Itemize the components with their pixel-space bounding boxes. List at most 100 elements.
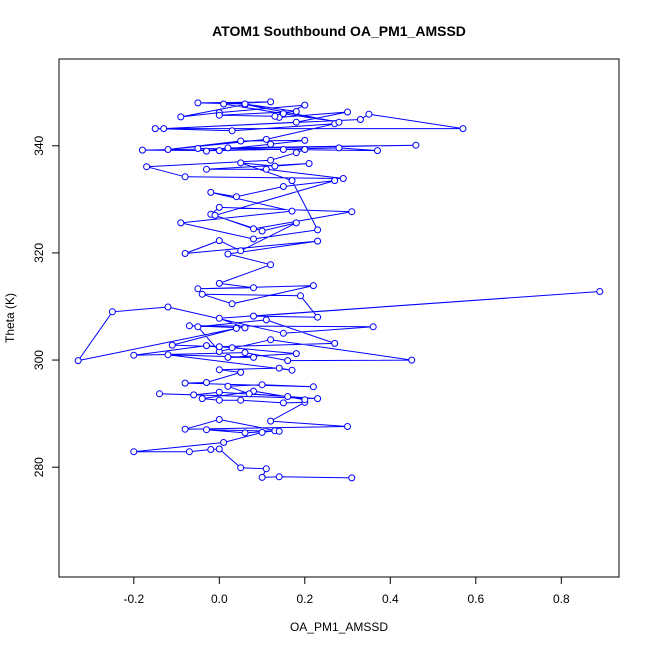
data-point: [237, 464, 245, 472]
data-point: [190, 391, 198, 399]
data-point: [232, 324, 240, 332]
data-point: [228, 127, 236, 135]
data-point: [292, 149, 300, 157]
data-point: [288, 207, 296, 215]
y-axis-label: Theta (K): [3, 293, 17, 343]
data-point: [301, 146, 309, 153]
data-point: [181, 173, 189, 181]
data-point: [314, 395, 322, 403]
y-tick-label: 300: [32, 350, 46, 370]
data-point: [181, 425, 189, 433]
chart-title: ATOM1 Southbound OA_PM1_AMSSD: [212, 23, 466, 39]
y-tick-label: 320: [32, 243, 46, 263]
x-tick-label: 0.8: [553, 592, 570, 606]
data-point: [369, 323, 377, 331]
data-point: [108, 308, 116, 316]
data-point: [262, 465, 270, 473]
data-point: [250, 312, 257, 320]
data-point: [203, 426, 210, 434]
data-point: [156, 390, 163, 398]
data-point: [250, 284, 257, 292]
data-point: [215, 416, 223, 423]
data-point: [331, 177, 339, 185]
data-point: [459, 125, 467, 133]
data-point: [198, 290, 206, 298]
plot-frame: [58, 58, 620, 578]
data-point: [220, 100, 228, 108]
data-point: [215, 111, 223, 119]
data-point: [262, 165, 270, 173]
data-point: [245, 390, 253, 398]
data-point: [250, 235, 257, 243]
data-point: [408, 356, 416, 364]
data-point: [267, 156, 275, 164]
data-point: [250, 353, 257, 361]
data-point: [241, 349, 249, 357]
data-point: [267, 140, 275, 148]
data-point: [365, 110, 373, 118]
data-point: [215, 396, 223, 404]
data-point: [344, 108, 351, 116]
data-point: [215, 388, 223, 396]
data-point: [194, 285, 202, 293]
data-point: [301, 136, 309, 144]
data-point: [267, 336, 275, 344]
x-tick-label: 0.6: [467, 592, 484, 606]
data-point: [279, 183, 287, 190]
data-point: [215, 279, 223, 287]
data-point: [374, 147, 381, 155]
data-point: [224, 250, 232, 258]
data-series: [74, 98, 604, 482]
data-point: [335, 118, 343, 126]
data-point: [237, 368, 245, 376]
data-point: [164, 351, 172, 359]
data-point: [241, 429, 249, 437]
data-point: [185, 448, 193, 456]
x-tick-label: 0.2: [296, 592, 313, 606]
data-point: [130, 448, 138, 456]
data-point: [151, 125, 159, 133]
data-point: [207, 446, 215, 453]
data-point: [203, 165, 210, 173]
data-point: [215, 147, 223, 155]
data-point: [271, 162, 279, 170]
data-point: [292, 350, 300, 358]
data-point: [138, 146, 146, 154]
data-point: [262, 135, 270, 143]
data-point: [185, 322, 193, 330]
data-point: [160, 125, 168, 133]
data-point: [250, 225, 257, 233]
data-point: [309, 282, 317, 290]
data-point: [292, 118, 300, 126]
data-point: [228, 344, 236, 352]
data-point: [258, 227, 266, 235]
data-point: [211, 211, 219, 219]
data-point: [279, 329, 287, 337]
data-point: [288, 177, 296, 185]
data-point: [237, 396, 245, 404]
data-point: [237, 137, 245, 145]
data-point: [348, 208, 356, 216]
data-point: [339, 175, 347, 182]
data-point: [232, 193, 240, 201]
y-axis: 280 300 320 340: [32, 135, 60, 477]
data-point: [292, 219, 300, 227]
data-point: [314, 237, 322, 245]
data-point: [309, 383, 317, 391]
x-tick-label: -0.2: [123, 592, 144, 606]
data-point: [215, 237, 223, 245]
data-point: [130, 351, 138, 359]
data-point: [292, 108, 300, 115]
data-point: [224, 144, 232, 152]
data-point: [224, 353, 232, 361]
y-tick-label: 340: [32, 135, 46, 155]
data-point: [241, 324, 249, 332]
data-point: [412, 141, 420, 149]
data-point: [237, 247, 245, 255]
data-point: [194, 323, 202, 331]
data-point: [335, 144, 343, 152]
data-point: [203, 379, 210, 386]
data-point: [237, 159, 245, 167]
data-point: [344, 423, 351, 430]
